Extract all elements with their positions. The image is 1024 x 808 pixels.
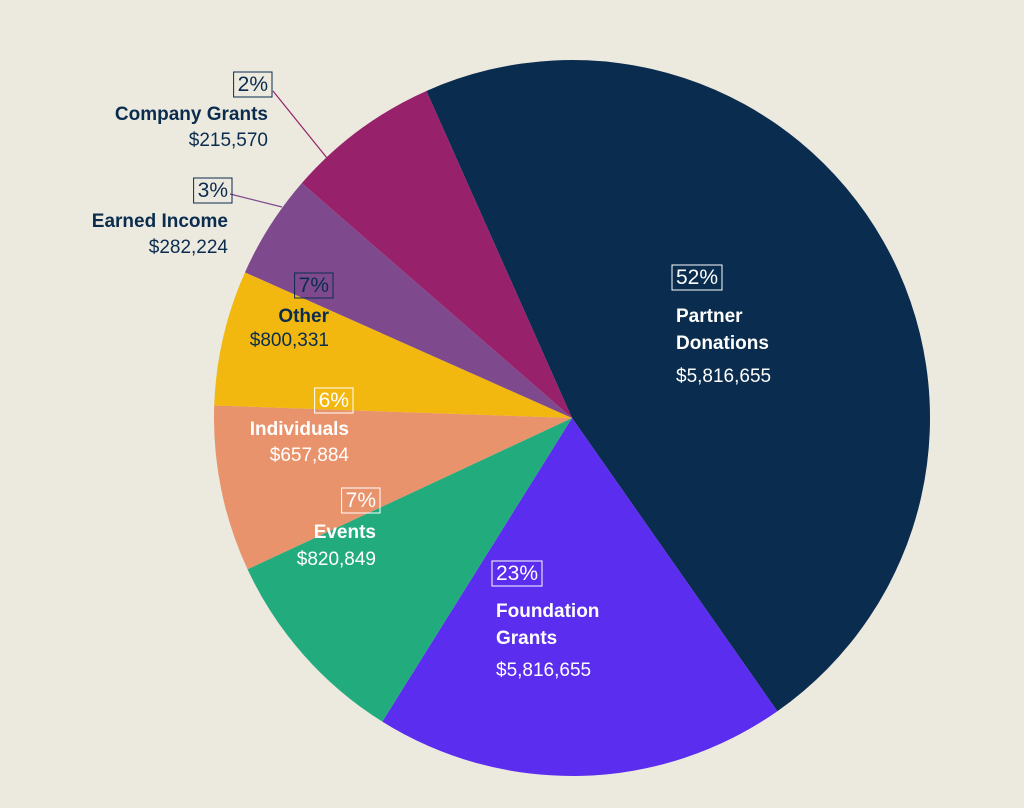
category-label-foundation: Foundation [496,601,599,622]
category-label-events: Events [314,522,376,543]
percent-label-partner: 52% [676,266,718,289]
pie-slice-company [301,90,572,418]
leader-line-company [272,90,328,159]
slice-labels: 52% Partner Donations $5,816,655 23% Foundati… [92,71,771,681]
percent-label-company: 2% [238,73,268,96]
percent-label-individuals: 6% [319,389,349,412]
amount-label-other: $800,331 [250,330,329,351]
category-label-earned: Earned Income [92,211,228,232]
pie-slice-events [247,418,573,722]
percent-box-individuals [314,387,354,414]
percent-box-other [294,272,334,299]
pie-slice-partner [426,59,931,712]
pie-slice-earned [244,183,572,418]
pie-slice-individuals [214,405,572,570]
percent-label-other: 7% [299,274,329,297]
percent-box-company [233,71,273,98]
category-label-individuals: Individuals [250,419,349,440]
percent-label-earned: 3% [198,179,228,202]
category-label-company: Company Grants [115,104,268,125]
percent-box-foundation [491,560,543,587]
amount-label-foundation: $5,816,655 [496,660,591,681]
percent-box-earned [193,177,233,204]
category-label-partner: Partner [676,306,743,327]
slice-label-individuals: 6% Individuals $657,884 [250,387,354,466]
slice-label-other: 7% Other $800,331 [250,272,334,351]
slice-label-partner: 52% Partner Donations $5,816,655 [671,264,771,387]
percent-label-foundation: 23% [496,562,538,585]
category-label-partner: Donations [676,333,769,354]
slice-label-earned: 3% Earned Income $282,224 [92,177,233,258]
pie-slices [214,59,931,777]
slice-label-foundation: 23% Foundation Grants $5,816,655 [491,560,599,681]
amount-label-earned: $282,224 [149,237,229,258]
slice-label-company: 2% Company Grants $215,570 [115,71,273,151]
percent-box-events [341,487,381,514]
percent-box-partner [671,264,723,291]
amount-label-company: $215,570 [189,130,268,151]
leader-lines [229,90,328,208]
category-label-other: Other [278,306,329,327]
amount-label-partner: $5,816,655 [676,366,771,387]
amount-label-individuals: $657,884 [270,445,350,466]
category-label-foundation: Grants [496,628,557,649]
leader-line-earned [229,193,283,208]
pie-slice-foundation [382,418,778,777]
percent-label-events: 7% [346,489,376,512]
pie-slice-other [214,272,572,418]
amount-label-events: $820,849 [297,549,376,570]
slice-label-events: 7% Events $820,849 [297,487,381,570]
